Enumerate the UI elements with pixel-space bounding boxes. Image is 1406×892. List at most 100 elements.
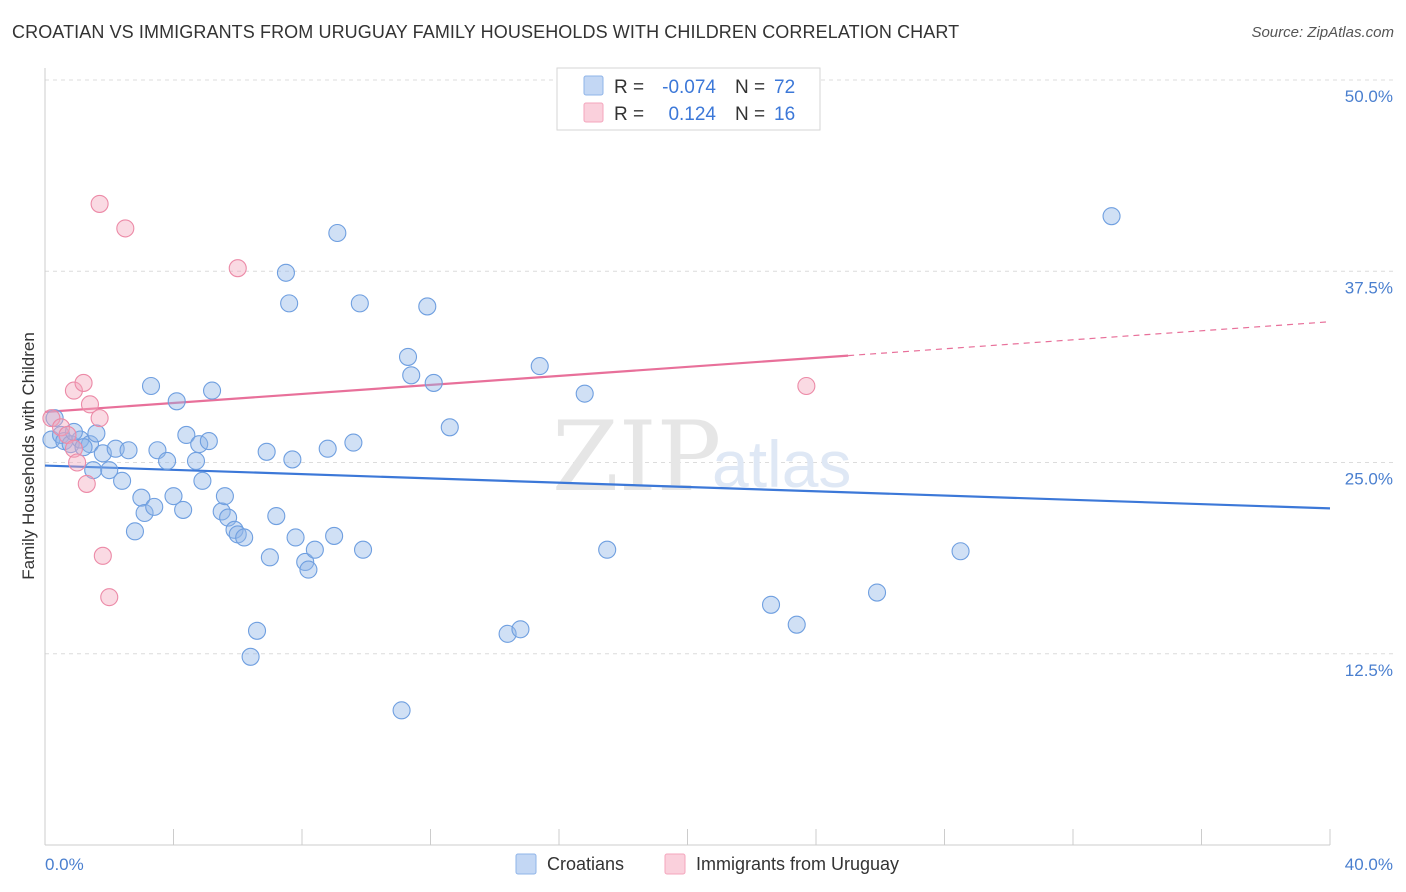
croatian-point bbox=[305, 540, 324, 559]
croatian-point bbox=[74, 438, 93, 457]
series-legend: Croatians Immigrants from Uruguay bbox=[515, 853, 899, 875]
croatian-point bbox=[215, 487, 234, 506]
uruguay-point bbox=[90, 194, 109, 213]
legend-swatch-uruguay bbox=[583, 102, 604, 123]
uruguay-point bbox=[228, 259, 247, 278]
y-tick-labels: 12.5% 25.0% 37.5% 50.0% bbox=[1345, 87, 1393, 680]
croatian-point bbox=[350, 294, 369, 313]
croatian-point bbox=[575, 384, 594, 403]
croatian-point bbox=[241, 647, 260, 666]
croatian-point bbox=[100, 461, 119, 480]
grid-lines bbox=[45, 79, 1393, 655]
croatian-point bbox=[328, 223, 347, 243]
x-tick-label-0: 0.0% bbox=[45, 855, 84, 874]
trend-lines bbox=[44, 321, 1331, 510]
croatian-point bbox=[113, 471, 132, 490]
uruguay-point bbox=[93, 546, 112, 565]
croatian-point bbox=[190, 435, 209, 454]
source-label: Source: ZipAtlas.com bbox=[1251, 24, 1394, 41]
croatian-point bbox=[951, 542, 970, 561]
legend-r-label-2: R = bbox=[614, 104, 644, 125]
croatian-point bbox=[135, 503, 154, 523]
y-tick-label-1: 25.0% bbox=[1345, 470, 1393, 489]
croatian-point bbox=[424, 373, 443, 392]
croatian-point bbox=[199, 432, 218, 451]
uruguay-point bbox=[64, 439, 83, 458]
croatian-point bbox=[344, 433, 363, 452]
x-tick-labels: 0.0% 40.0% bbox=[45, 855, 1393, 874]
croatian-point bbox=[145, 497, 164, 516]
croatian-point bbox=[511, 620, 530, 639]
croatian-point bbox=[867, 583, 887, 602]
croatian-point bbox=[87, 424, 106, 443]
uruguay-point bbox=[100, 588, 119, 607]
uruguay-point bbox=[52, 418, 71, 437]
uruguay-point bbox=[90, 409, 109, 428]
croatian-point bbox=[598, 540, 617, 559]
legend-swatch-croatians bbox=[583, 75, 604, 96]
croatian-point bbox=[193, 471, 212, 490]
y-tick-label-2: 37.5% bbox=[1345, 278, 1393, 297]
croatian-point bbox=[286, 528, 305, 547]
croatian-point bbox=[787, 615, 806, 634]
croatian-point bbox=[164, 487, 183, 506]
legend-r-label-1: R = bbox=[614, 77, 644, 98]
series-legend-swatch-croatians bbox=[515, 853, 537, 875]
croatian-point bbox=[141, 376, 161, 396]
croatian-point bbox=[440, 418, 459, 437]
uruguay-point bbox=[80, 395, 100, 414]
stats-legend: R = -0.074 N = 72 R = 0.124 N = 16 bbox=[556, 67, 821, 131]
croatian-point bbox=[402, 366, 421, 385]
y-axis-label: Family Households with Children bbox=[19, 332, 38, 580]
croatian-point bbox=[174, 500, 193, 519]
croatian-point bbox=[392, 701, 411, 720]
watermark-zip: ZIP bbox=[552, 401, 721, 513]
croatian-point bbox=[299, 560, 318, 579]
x-tick-label-1: 40.0% bbox=[1345, 855, 1393, 874]
croatian-point bbox=[260, 548, 279, 567]
series-legend-swatch-uruguay bbox=[664, 853, 686, 875]
legend-r-value-1: -0.074 bbox=[662, 77, 716, 98]
watermark: ZIP atlas bbox=[552, 401, 851, 513]
croatian-point bbox=[325, 526, 344, 545]
uruguay-point bbox=[68, 453, 87, 472]
croatian-point bbox=[235, 528, 254, 547]
series-legend-label-croatians: Croatians bbox=[547, 854, 624, 874]
chart-title: CROATIAN VS IMMIGRANTS FROM URUGUAY FAMI… bbox=[12, 22, 960, 42]
croatian-point bbox=[1102, 207, 1121, 226]
croatian-point bbox=[257, 442, 276, 461]
croatian-point bbox=[398, 347, 418, 366]
croatian-point bbox=[167, 392, 186, 411]
uruguay-point bbox=[64, 381, 83, 400]
croatian-point bbox=[530, 357, 549, 376]
croatian-point bbox=[283, 450, 302, 469]
y-tick-label-3: 50.0% bbox=[1345, 87, 1393, 106]
legend-n-label-2: N = bbox=[735, 104, 765, 125]
croatian-point bbox=[418, 297, 437, 316]
croatian-point bbox=[158, 451, 177, 471]
croatian-point bbox=[203, 381, 222, 400]
uruguay-point bbox=[42, 409, 61, 428]
trend-line-extension-1 bbox=[848, 321, 1331, 357]
axes bbox=[44, 68, 1331, 846]
series-legend-label-uruguay: Immigrants from Uruguay bbox=[696, 854, 899, 874]
uruguay-point bbox=[77, 474, 96, 493]
data-points bbox=[42, 194, 1121, 720]
legend-n-value-1: 72 bbox=[774, 77, 795, 98]
croatian-point bbox=[280, 294, 299, 313]
croatian-point bbox=[186, 451, 206, 471]
legend-n-label-1: N = bbox=[735, 77, 765, 98]
legend-r-value-2: 0.124 bbox=[668, 104, 716, 125]
croatian-point bbox=[125, 522, 144, 541]
croatian-point bbox=[132, 488, 151, 507]
croatian-point bbox=[177, 425, 196, 445]
uruguay-point bbox=[797, 376, 816, 396]
croatian-point bbox=[247, 621, 267, 640]
legend-n-value-2: 16 bbox=[774, 104, 795, 125]
trend-line-1 bbox=[44, 354, 849, 414]
uruguay-point bbox=[74, 373, 93, 392]
croatian-point bbox=[267, 506, 286, 526]
croatian-point bbox=[119, 441, 138, 460]
croatian-point bbox=[761, 595, 781, 614]
